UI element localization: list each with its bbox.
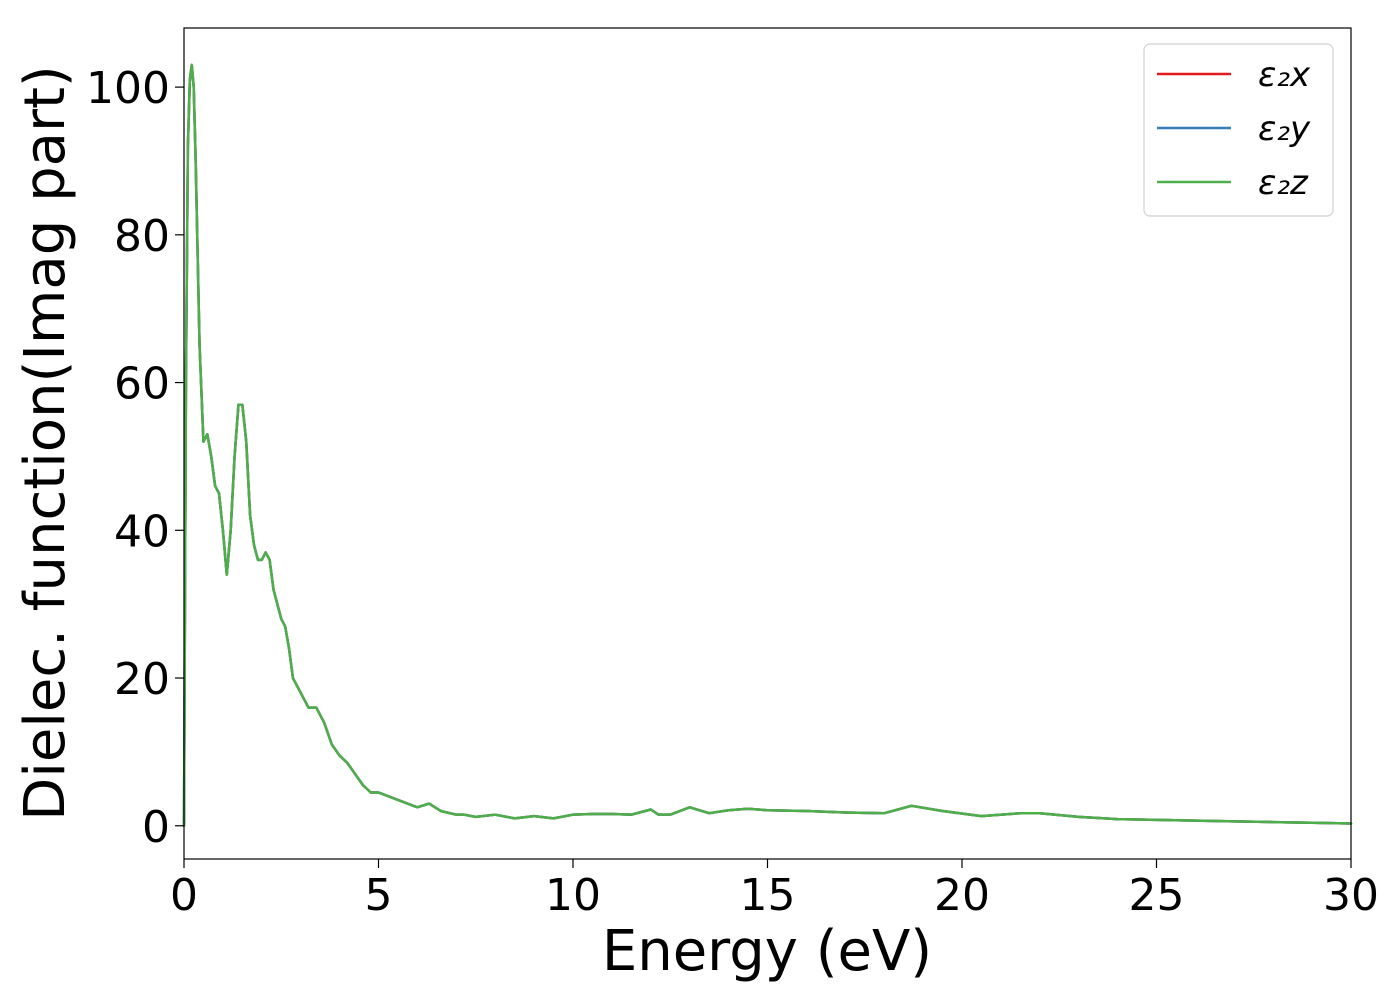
legend-box <box>1143 43 1334 217</box>
x-tick-label: 0 <box>170 870 198 921</box>
series-line-2 <box>182 63 1353 828</box>
legend-label-0: ε₂x <box>1258 55 1311 95</box>
x-axis: 0 5 10 15 20 25 30 <box>170 859 1379 921</box>
y-tick-label: 40 <box>114 506 170 557</box>
legend: ε₂x ε₂y ε₂z <box>1143 43 1334 217</box>
x-tick-label: 20 <box>934 870 990 921</box>
series-layer <box>182 63 1353 828</box>
y-axis-label: Dielec. function(Imag part) <box>13 65 78 821</box>
x-tick-label: 25 <box>1129 870 1185 921</box>
y-tick-label: 20 <box>114 654 170 705</box>
x-tick-label: 30 <box>1323 870 1379 921</box>
x-axis-label: Energy (eV) <box>602 919 932 984</box>
y-tick-label: 60 <box>114 359 170 410</box>
x-tick-label: 15 <box>740 870 796 921</box>
y-tick-label: 80 <box>114 211 170 262</box>
y-tick-label: 100 <box>86 63 170 114</box>
legend-label-1: ε₂y <box>1258 109 1311 149</box>
y-axis: 0 20 40 60 80 100 <box>86 63 184 853</box>
y-tick-label: 0 <box>142 802 170 853</box>
x-tick-label: 10 <box>545 870 601 921</box>
x-tick-label: 5 <box>365 870 393 921</box>
legend-label-2: ε₂z <box>1258 163 1309 203</box>
